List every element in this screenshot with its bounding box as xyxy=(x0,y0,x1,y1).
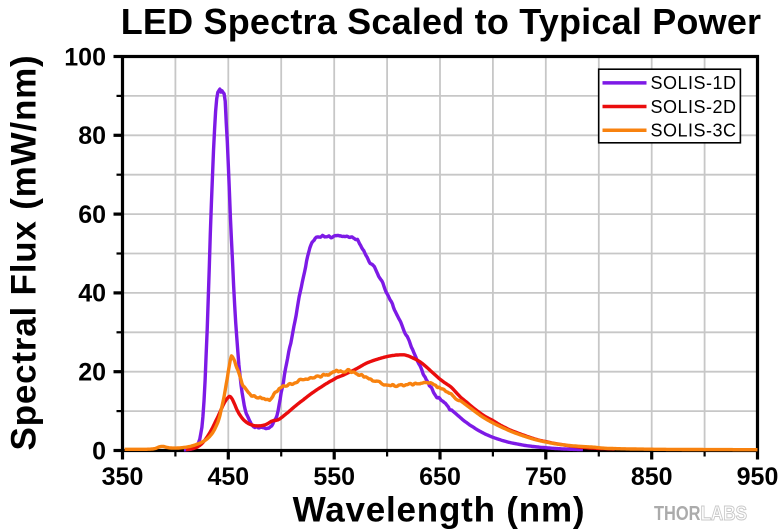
svg-text:THOR: THOR xyxy=(654,503,701,525)
svg-text:Wavelength (nm): Wavelength (nm) xyxy=(293,491,586,530)
svg-text:650: 650 xyxy=(419,463,461,491)
svg-text:60: 60 xyxy=(78,201,106,229)
svg-text:350: 350 xyxy=(102,463,144,491)
svg-text:SOLIS-1D: SOLIS-1D xyxy=(651,73,737,93)
svg-text:LED Spectra Scaled to Typical: LED Spectra Scaled to Typical Power xyxy=(121,1,762,42)
svg-text:850: 850 xyxy=(631,463,673,491)
svg-text:SOLIS-3C: SOLIS-3C xyxy=(651,121,737,141)
svg-text:20: 20 xyxy=(78,359,106,387)
svg-text:100: 100 xyxy=(64,43,106,71)
svg-text:Spectral Flux (mW/nm): Spectral Flux (mW/nm) xyxy=(5,54,44,450)
svg-text:750: 750 xyxy=(525,463,567,491)
svg-text:80: 80 xyxy=(78,122,106,150)
svg-text:0: 0 xyxy=(92,437,106,465)
svg-text:950: 950 xyxy=(737,463,779,491)
svg-text:450: 450 xyxy=(207,463,249,491)
svg-text:550: 550 xyxy=(313,463,355,491)
svg-text:SOLIS-2D: SOLIS-2D xyxy=(651,97,737,117)
svg-text:40: 40 xyxy=(78,280,106,308)
svg-text:LABS: LABS xyxy=(701,503,748,525)
